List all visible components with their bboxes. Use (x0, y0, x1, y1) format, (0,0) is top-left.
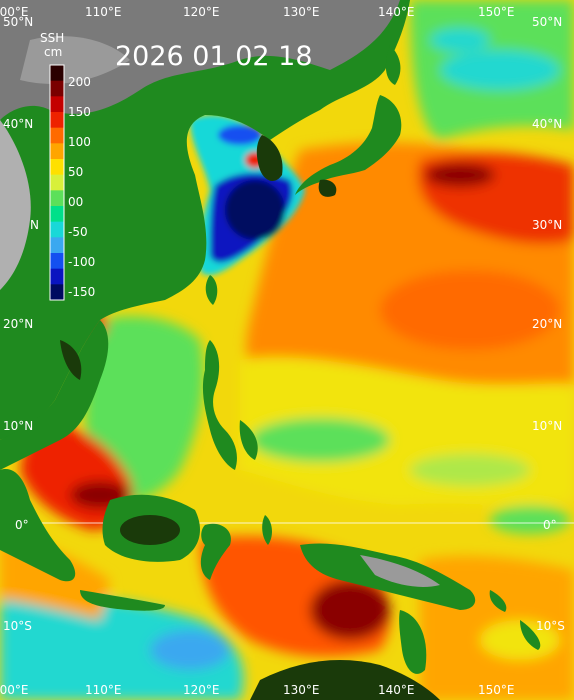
lon-label: 140°E (378, 5, 415, 19)
lon-label: 100°E (0, 683, 29, 697)
lat-label: 50°N (532, 15, 562, 29)
lon-label: 150°E (478, 683, 515, 697)
colorbar-segment (50, 112, 64, 129)
timestamp-title: 2026 01 02 18 (115, 41, 313, 72)
lat-label: 40°N (532, 117, 562, 131)
lat-label: 0° (15, 518, 29, 532)
colorbar-segment (50, 174, 64, 191)
colorbar-tick: -100 (68, 255, 95, 269)
lat-label: 30°N (532, 218, 562, 232)
lon-label: 110°E (85, 683, 122, 697)
colorbar-segment (50, 127, 64, 144)
colorbar-segment (50, 65, 64, 82)
lat-labels-left: 50°N 40°N N 20°N 10°N 0° 10°S (3, 15, 39, 633)
land (0, 0, 541, 700)
lat-label: 10°S (536, 619, 565, 633)
colorbar-segment (50, 190, 64, 207)
colorbar-tick: 00 (68, 195, 83, 209)
colorbar-segment (50, 253, 64, 270)
colorbar-tick: -150 (68, 285, 95, 299)
lat-label: 10°S (3, 619, 32, 633)
colorbar-variable-label: SSH (40, 31, 64, 45)
colorbar-segment (50, 80, 64, 97)
colorbar-tick: -50 (68, 225, 88, 239)
lon-label: 130°E (283, 5, 320, 19)
colorbar-border (49, 64, 65, 301)
lon-labels-bottom: 100°E 110°E 120°E 130°E 140°E 150°E (0, 683, 515, 697)
colorbar-tick: 100 (68, 135, 91, 149)
lat-label: 50°N (3, 15, 33, 29)
lat-label: 20°N (532, 317, 562, 331)
colorbar-segment (50, 268, 64, 285)
lon-label: 110°E (85, 5, 122, 19)
colorbar-segment (50, 159, 64, 176)
lat-label: N (30, 218, 39, 232)
lon-label: 120°E (183, 5, 220, 19)
lat-labels-right: 50°N 40°N 30°N 20°N 10°N 0° 10°S (532, 15, 565, 633)
lon-label: 150°E (478, 5, 515, 19)
colorbar-segment (50, 221, 64, 238)
lon-label: 120°E (183, 683, 220, 697)
colorbar-tick: 50 (68, 165, 83, 179)
lat-label: 20°N (3, 317, 33, 331)
lon-label: 140°E (378, 683, 415, 697)
colorbar-segment (50, 206, 64, 223)
colorbar-tick: 200 (68, 75, 91, 89)
colorbar-unit-label: cm (44, 45, 62, 59)
colorbar-segment (50, 143, 64, 160)
lon-label: 100°E (0, 5, 29, 19)
lat-label: 40°N (3, 117, 33, 131)
colorbar-ticks: 200 150 100 50 00 -50 -100 -150 (68, 75, 95, 299)
colorbar (49, 64, 65, 301)
colorbar-segment (50, 237, 64, 254)
colorbar-segment (50, 284, 64, 301)
lat-label: 0° (543, 518, 557, 532)
lat-label: 10°N (3, 419, 33, 433)
lon-labels-top: 100°E 110°E 120°E 130°E 140°E 150°E (0, 5, 515, 19)
lon-label: 130°E (283, 683, 320, 697)
colorbar-segment (50, 96, 64, 113)
lat-label: 10°N (532, 419, 562, 433)
colorbar-tick: 150 (68, 105, 91, 119)
